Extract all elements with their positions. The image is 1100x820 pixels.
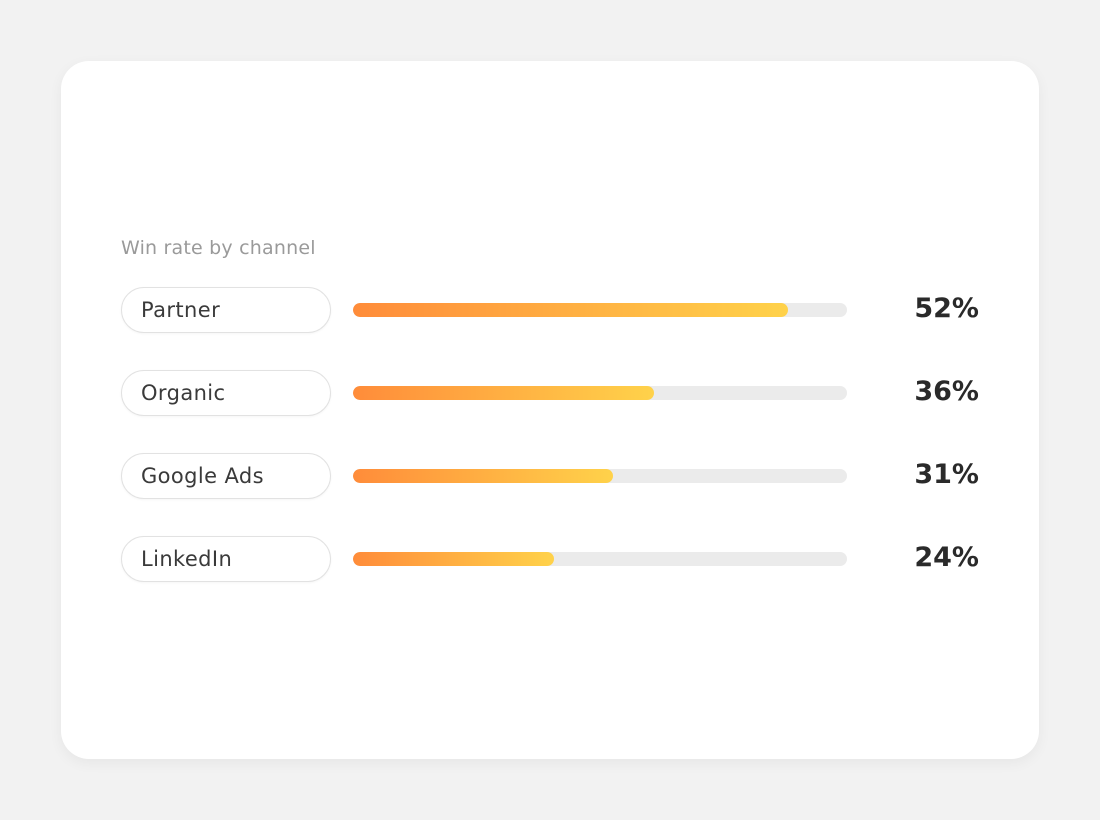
value-label: 24%	[914, 542, 979, 573]
value-label: 31%	[914, 459, 979, 490]
category-pill: Partner	[121, 287, 331, 333]
category-label: Partner	[141, 298, 221, 322]
bar-fill	[353, 469, 613, 483]
category-pill: Organic	[121, 370, 331, 416]
bar-track	[353, 386, 847, 400]
bar-track	[353, 469, 847, 483]
bar-row-google-ads: Google Ads 31%	[121, 453, 979, 499]
bar-row-organic: Organic 36%	[121, 370, 979, 416]
category-label: Organic	[141, 381, 226, 405]
value-label: 36%	[914, 376, 979, 407]
bar-fill	[353, 386, 655, 400]
category-pill: LinkedIn	[121, 536, 331, 582]
bar-row-partner: Partner 52%	[121, 287, 979, 333]
category-label: LinkedIn	[141, 547, 233, 571]
category-label: Google Ads	[141, 464, 264, 488]
value-label: 52%	[914, 293, 979, 324]
chart-card: Win rate by channel Partner 52% Organic …	[61, 61, 1039, 759]
bar-track	[353, 552, 847, 566]
chart-title: Win rate by channel	[121, 237, 316, 259]
category-pill: Google Ads	[121, 453, 331, 499]
bar-track	[353, 303, 847, 317]
bar-fill	[353, 552, 554, 566]
bar-row-linkedin: LinkedIn 24%	[121, 536, 979, 582]
bar-fill	[353, 303, 789, 317]
